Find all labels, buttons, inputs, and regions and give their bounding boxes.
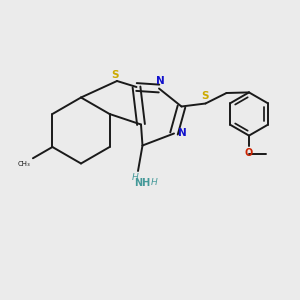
Text: N: N [178, 128, 186, 139]
Text: S: S [202, 91, 209, 101]
Text: S: S [112, 70, 119, 80]
Text: CH₃: CH₃ [18, 160, 31, 166]
Text: NH: NH [134, 178, 151, 188]
Text: H: H [132, 173, 138, 182]
Text: N: N [156, 76, 165, 85]
Text: H: H [151, 178, 158, 187]
Text: O: O [245, 148, 253, 158]
